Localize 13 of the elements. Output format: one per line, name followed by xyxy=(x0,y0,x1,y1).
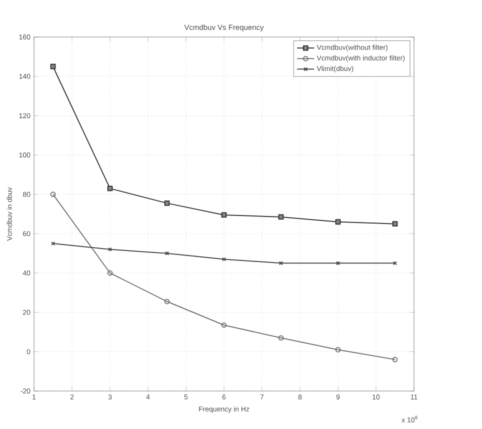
point xyxy=(107,270,113,276)
point xyxy=(164,200,170,206)
point xyxy=(392,221,398,227)
point xyxy=(336,261,340,266)
point xyxy=(278,335,284,341)
point xyxy=(107,186,113,192)
point xyxy=(221,322,227,328)
point xyxy=(335,347,341,352)
point xyxy=(164,298,170,304)
point xyxy=(278,261,284,266)
point xyxy=(335,219,341,225)
point xyxy=(108,247,112,252)
point xyxy=(164,251,170,256)
